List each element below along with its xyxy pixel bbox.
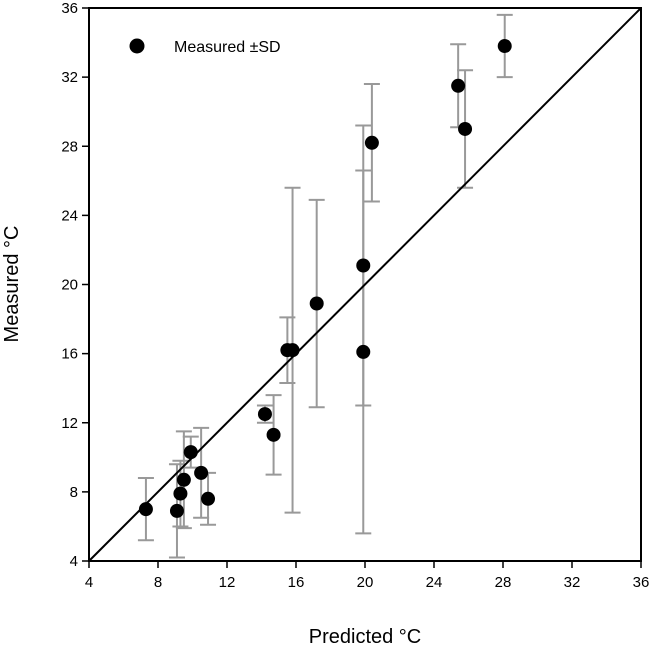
- legend-marker: [129, 38, 145, 54]
- data-point: [309, 296, 324, 311]
- data-point: [356, 258, 371, 273]
- y-tick-label: 32: [61, 69, 78, 86]
- data-point: [176, 472, 191, 487]
- x-axis-title: Predicted °C: [309, 626, 422, 648]
- y-tick-label: 20: [61, 277, 78, 294]
- tick-marks: [82, 7, 642, 568]
- y-tick-label: 28: [61, 138, 78, 155]
- data-point: [266, 427, 281, 442]
- data-point: [194, 465, 209, 480]
- data-point: [183, 445, 198, 460]
- data-points: [138, 39, 512, 518]
- y-tick-label: 4: [70, 553, 78, 570]
- x-tick-label: 36: [633, 574, 650, 591]
- data-point: [356, 344, 371, 359]
- data-point: [257, 407, 272, 422]
- y-tick-label: 16: [61, 346, 78, 363]
- x-tick-label: 12: [219, 574, 236, 591]
- x-tick-label: 16: [288, 574, 305, 591]
- y-tick-label: 8: [70, 484, 78, 501]
- data-point: [169, 503, 184, 518]
- legend: Measured ±SD: [129, 38, 281, 56]
- y-axis-title: Measured °C: [1, 226, 23, 343]
- data-point: [285, 343, 300, 358]
- data-point: [173, 486, 188, 501]
- plot-area-frame: [88, 7, 642, 562]
- y-tick-label: 24: [61, 207, 78, 224]
- tick-labels: 4 8 12 16 20 24 28 32 36 4 8 12 16 20 24 28 32 36: [61, 0, 649, 591]
- data-point: [458, 121, 473, 136]
- x-tick-label: 24: [426, 574, 443, 591]
- error-bars: [137, 13, 513, 559]
- y-tick-label: 36: [61, 0, 78, 17]
- legend-label: Measured ±SD: [174, 39, 281, 56]
- data-point: [497, 39, 512, 54]
- identity-line: [88, 7, 642, 562]
- data-point: [201, 491, 216, 506]
- data-point: [138, 502, 153, 517]
- x-tick-label: 4: [85, 574, 93, 591]
- x-tick-label: 32: [564, 574, 581, 591]
- x-tick-label: 8: [154, 574, 162, 591]
- x-tick-label: 20: [357, 574, 374, 591]
- data-point: [364, 135, 379, 150]
- x-tick-label: 28: [495, 574, 512, 591]
- data-point: [451, 78, 466, 93]
- y-tick-label: 12: [61, 415, 78, 432]
